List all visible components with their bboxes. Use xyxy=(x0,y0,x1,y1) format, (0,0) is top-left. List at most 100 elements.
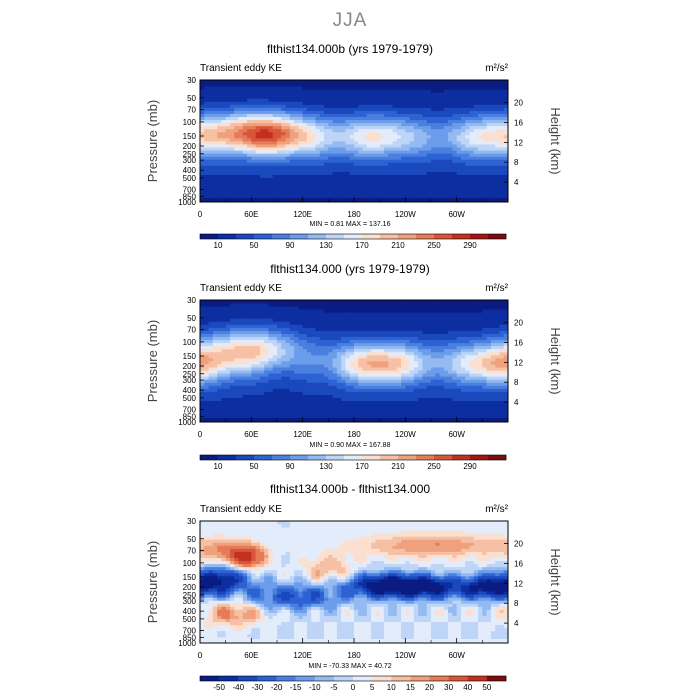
colorbar-swatch xyxy=(200,676,220,681)
colorbar-label: 10 xyxy=(214,462,223,471)
y-tick-label: 100 xyxy=(183,559,197,568)
colorbar-label: 0 xyxy=(351,683,356,692)
colorbar-frame xyxy=(199,233,507,240)
colorbar-swatch xyxy=(272,455,291,460)
x-tick-label: 120W xyxy=(395,651,416,660)
panel-subtitle: Transient eddy KE xyxy=(200,283,282,294)
x-tick-label: 120E xyxy=(293,430,312,439)
x-tick-label: 120E xyxy=(293,651,312,660)
y-tick-label: 500 xyxy=(183,615,197,624)
y-right-tick-label: 12 xyxy=(514,358,523,367)
panel-title: flthist134.000 (yrs 1979-1979) xyxy=(270,262,429,276)
panel-title: flthist134.000b (yrs 1979-1979) xyxy=(267,42,433,56)
y-tick-label: 300 xyxy=(183,597,197,606)
y-right-tick-label: 12 xyxy=(514,138,523,147)
colorbar-label: -5 xyxy=(330,683,338,692)
y-tick-label: 70 xyxy=(187,546,196,555)
x-tick-label: 60E xyxy=(244,210,258,219)
y-tick-label: 50 xyxy=(187,535,196,544)
colorbar-swatch xyxy=(398,455,417,460)
colorbar-swatch xyxy=(416,234,435,239)
colorbar-swatch xyxy=(486,676,507,681)
panel-3: flthist134.000b - flthist134.000 Transien… xyxy=(145,482,563,692)
panel-2: flthist134.000 (yrs 1979-1979) Transient … xyxy=(145,262,563,471)
colorbar-label: 130 xyxy=(319,462,333,471)
x-tick-label: 0 xyxy=(198,651,203,660)
contour-field xyxy=(200,300,509,423)
y-right-axis-label: Height (km) xyxy=(548,327,563,394)
colorbar-swatch xyxy=(391,676,411,681)
units-label: m²/s² xyxy=(485,504,508,515)
y-right-tick-label: 4 xyxy=(514,398,519,407)
y-right-tick-label: 8 xyxy=(514,599,519,608)
y-tick-label: 250 xyxy=(183,591,197,600)
y-right-tick-label: 20 xyxy=(514,540,523,549)
colorbar-swatch xyxy=(290,455,309,460)
y-right-tick-label: 4 xyxy=(514,178,519,187)
x-tick-label: 60W xyxy=(448,430,465,439)
y-tick-label: 250 xyxy=(183,370,197,379)
colorbar-label: 210 xyxy=(391,462,405,471)
colorbar-swatch xyxy=(200,455,219,460)
y-tick-label: 700 xyxy=(183,627,197,636)
min-max-stats: MIN = 0.90 MAX = 167.88 xyxy=(310,442,391,449)
y-tick-label: 200 xyxy=(183,362,197,371)
colorbar-swatch xyxy=(257,676,277,681)
colorbar-label: -20 xyxy=(271,683,283,692)
y-tick-label: 850 xyxy=(183,412,197,421)
colorbar-label: 290 xyxy=(463,241,477,250)
colorbar-label: -40 xyxy=(232,683,244,692)
x-tick-label: 60W xyxy=(448,651,465,660)
colorbar-swatch xyxy=(236,234,255,239)
y-tick-label: 70 xyxy=(187,325,196,334)
colorbar-swatch xyxy=(314,676,335,681)
colorbar-swatch xyxy=(326,234,345,239)
colorbar-label: 50 xyxy=(250,241,259,250)
y-tick-label: 30 xyxy=(187,517,196,526)
x-tick-label: 180 xyxy=(347,210,361,219)
colorbar-swatch xyxy=(470,234,489,239)
colorbar-swatch xyxy=(398,234,417,239)
colorbar-swatch xyxy=(200,234,219,239)
colorbar-label: 10 xyxy=(387,683,396,692)
colorbar-swatch xyxy=(452,455,471,460)
y-tick-label: 50 xyxy=(187,314,196,323)
colorbar-swatch xyxy=(290,234,309,239)
panel-subtitle: Transient eddy KE xyxy=(200,504,282,515)
y-tick-label: 1000 xyxy=(178,198,196,207)
y-right-tick-label: 16 xyxy=(514,118,523,127)
y-tick-label: 100 xyxy=(183,118,197,127)
x-tick-label: 120W xyxy=(395,210,416,219)
x-tick-label: 180 xyxy=(347,651,361,660)
y-tick-label: 500 xyxy=(183,174,197,183)
colorbar-label: 5 xyxy=(370,683,375,692)
panel-title: flthist134.000b - flthist134.000 xyxy=(270,482,430,496)
colorbar-swatch xyxy=(380,455,399,460)
colorbar: 10 50 90 130 170 210 250 290 xyxy=(199,233,507,250)
y-tick-label: 200 xyxy=(183,583,197,592)
colorbar-swatch xyxy=(218,234,237,239)
colorbar-swatch xyxy=(344,234,363,239)
x-tick-label: 60E xyxy=(244,430,258,439)
colorbar-frame xyxy=(199,675,507,682)
contour-field xyxy=(200,80,509,203)
colorbar-label: 210 xyxy=(391,241,405,250)
figure-title: JJA xyxy=(332,10,368,31)
colorbar-swatch xyxy=(429,676,449,681)
colorbar-frame xyxy=(199,454,507,461)
colorbar-swatch xyxy=(254,455,273,460)
y-tick-label: 150 xyxy=(183,352,197,361)
colorbar-label: 50 xyxy=(250,462,259,471)
y-axis-label: Pressure (mb) xyxy=(145,541,160,623)
y-tick-label: 50 xyxy=(187,94,196,103)
x-tick-label: 120W xyxy=(395,430,416,439)
y-tick-label: 150 xyxy=(183,573,197,582)
colorbar-swatch xyxy=(372,676,392,681)
y-right-tick-label: 20 xyxy=(514,319,523,328)
colorbar-swatch xyxy=(362,234,381,239)
colorbar-label: 130 xyxy=(319,241,333,250)
colorbar-label: -30 xyxy=(252,683,264,692)
y-tick-label: 300 xyxy=(183,156,197,165)
colorbar-label: 250 xyxy=(427,241,441,250)
